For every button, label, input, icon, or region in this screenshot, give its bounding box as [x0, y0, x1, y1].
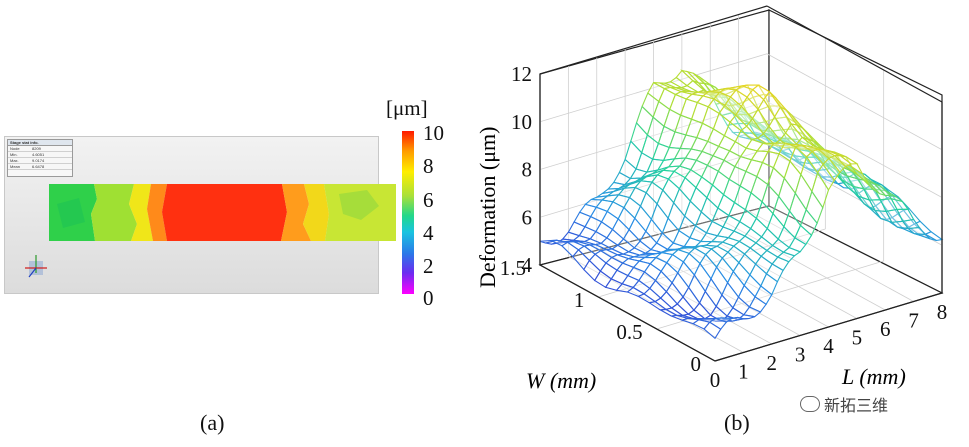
x-axis-label: L (mm) [841, 364, 906, 389]
y-tick-label: 1.5 [500, 256, 526, 280]
colorbar-tick-6: 6 [423, 188, 434, 212]
y-tick-label: 0 [691, 352, 702, 376]
deformation-surface [539, 69, 944, 340]
x-tick-label: 8 [937, 300, 948, 324]
gridline-l [738, 205, 914, 302]
watermark: 新拓三维 [800, 392, 888, 416]
z-tick-label: 10 [511, 110, 532, 134]
colorbar-tick-4: 4 [423, 221, 434, 245]
info-row-max: Max. 9.0174 [8, 158, 72, 164]
gridline-l [710, 213, 886, 311]
box-edge [539, 264, 716, 362]
gridline-l [624, 239, 801, 336]
z-tick-label: 12 [511, 62, 532, 86]
box-edge [539, 5, 768, 75]
x-tick-label: 1 [738, 360, 749, 384]
gridline-l [568, 256, 744, 353]
gridline-l [681, 222, 858, 319]
gridline-w [598, 228, 826, 298]
heat-region-green-patch-2 [57, 198, 85, 228]
heat-region-lime [91, 184, 137, 241]
watermark-text: 新拓三维 [824, 396, 889, 415]
gridline-z [766, 53, 943, 151]
x-tick-label: 4 [823, 334, 834, 358]
axis-gizmo [25, 255, 47, 278]
x-tick-label: 2 [767, 351, 778, 375]
y-tick-label: 0.5 [616, 320, 642, 344]
z-axis-label: Deformation (μm) [475, 127, 500, 288]
stage-stat-info-box: Stage stat info. Node 8209 Min. 4.6051 Max… [7, 139, 73, 177]
heat-region-red-core [162, 184, 287, 241]
x-tick-label: 7 [908, 309, 919, 333]
colorbar-tick-2: 2 [423, 254, 434, 278]
info-row-node: Node 8209 [8, 146, 72, 152]
x-tick-label: 6 [880, 317, 891, 341]
colorbar-tick-10: 10 [423, 121, 444, 145]
info-row-mean: Mean 6.6478 [8, 164, 72, 170]
z-tick-label: 6 [522, 205, 533, 229]
info-row-min: Min. 4.6051 [8, 152, 72, 158]
gridline-z [766, 148, 943, 246]
y-tick-label: 1 [574, 288, 585, 312]
front-box-edges [539, 5, 943, 362]
z-tick-label: 4 [522, 253, 533, 277]
box-edge [714, 292, 943, 362]
z-tick-label: 8 [522, 158, 533, 182]
x-tick-label: 5 [852, 326, 863, 350]
info-box-title: Stage stat info. [8, 140, 72, 146]
wechat-icon [800, 396, 820, 412]
x-tick-label: 3 [795, 343, 806, 367]
grid-lines [539, 14, 943, 353]
y-axis-label: W (mm) [526, 368, 596, 393]
colorbar-tick-8: 8 [423, 154, 434, 178]
fem-screenshot-panel: Stage stat info. Node 8209 Min. 4.6051 Max… [4, 136, 396, 294]
heat-region-orange-left [147, 184, 167, 241]
heat-region-yellow-right [303, 184, 329, 241]
gridline-z [766, 101, 943, 198]
caption-a: (a) [200, 410, 225, 435]
box-edge [766, 5, 943, 103]
colorbar-tick-0: 0 [423, 286, 434, 310]
heat-region-orange-right [281, 184, 311, 241]
surface-cell [703, 321, 722, 340]
heat-region-green-patch [339, 190, 379, 220]
x-tick-label: 0 [710, 368, 721, 392]
caption-b: (b) [724, 410, 750, 435]
colorbar [402, 131, 414, 294]
colorbar-unit-label: [μm] [386, 96, 428, 120]
heat-region-yellow [129, 184, 153, 241]
axes-box [538, 9, 944, 362]
deformation-heatmap-strip [49, 184, 396, 241]
